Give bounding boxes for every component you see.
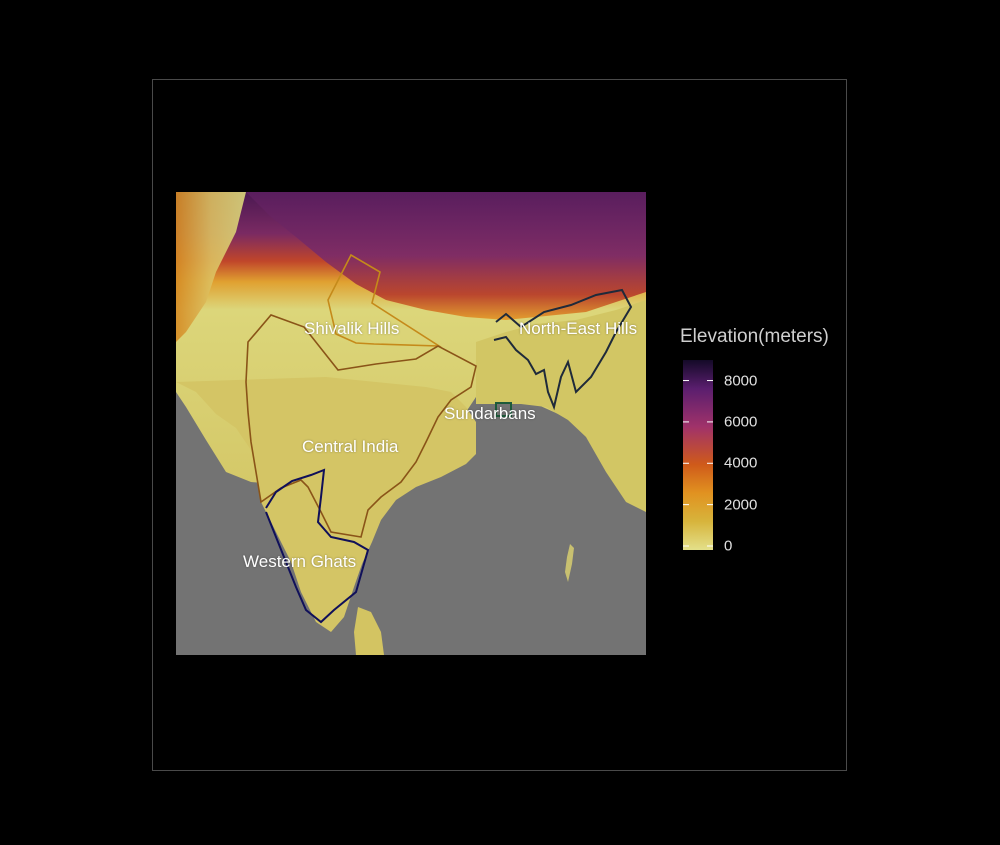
region-label-sundarbans: Sundarbans (444, 404, 536, 423)
elevation-legend: Elevation(meters) 8000 6000 4000 2000 0 (680, 326, 860, 555)
sundarbans-outline (495, 402, 512, 417)
himalaya-range (246, 192, 646, 320)
central-india-outline (245, 314, 477, 538)
legend-tick-label: 6000 (724, 413, 758, 431)
legend-tick-label: 8000 (724, 372, 758, 390)
andaman-islands (565, 544, 574, 582)
region-label-western-ghats: Western Ghats (243, 552, 357, 571)
elevation-map (176, 192, 646, 655)
western-ghats-outline (265, 468, 370, 624)
legend-tick-label: 2000 (724, 496, 758, 514)
region-label-northeast: North-East Hills (519, 319, 638, 338)
legend-tick-label: 0 (724, 537, 733, 555)
sri-lanka (354, 607, 384, 655)
region-label-shivalik: Shivalik Hills (304, 319, 400, 338)
map-panel-frame (152, 79, 847, 771)
legend-tick-label: 4000 (724, 454, 758, 472)
elevation-map-svg (176, 192, 646, 655)
legend-title: Elevation(meters) (680, 326, 829, 347)
western-highlands (176, 192, 246, 342)
legend-color-bar (683, 360, 713, 550)
region-label-central-india: Central India (302, 437, 399, 456)
northeast-outline (493, 288, 633, 411)
